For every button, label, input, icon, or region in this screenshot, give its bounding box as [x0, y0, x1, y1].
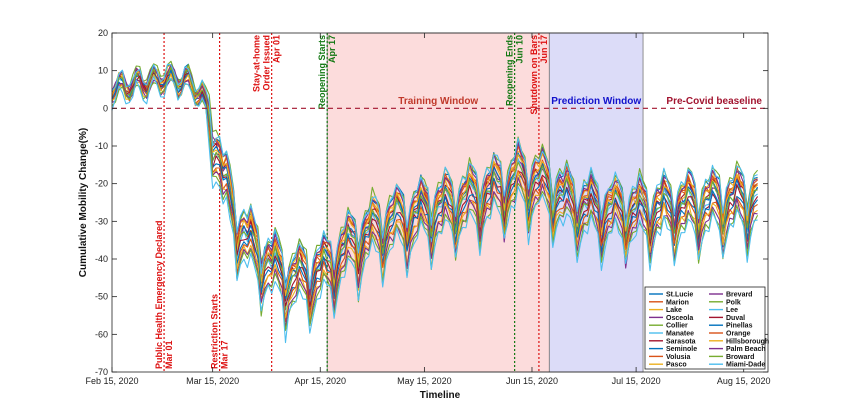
y-tick-label-5: -30: [95, 216, 108, 226]
series-layer: [111, 60, 759, 344]
event-label-1-1: Mar 17: [220, 340, 230, 369]
event-label-2-2: Apr 01: [272, 35, 282, 63]
event-label-0-0: Public Health Emergency Declared: [154, 220, 164, 369]
legend-label-9: Pasco: [666, 362, 687, 369]
y-tick-label-6: -40: [95, 254, 108, 264]
legend-label-13: Duval: [726, 315, 745, 322]
x-tick-label-1: Mar 15, 2020: [186, 376, 239, 386]
y-tick-label-0: 20: [98, 28, 108, 38]
legend-label-8: Volusia: [666, 354, 690, 361]
y-tick-label-2: 0: [103, 103, 108, 113]
x-tick-label-4: Jun 15, 2020: [506, 376, 558, 386]
legend-label-10: Brevard: [726, 292, 752, 299]
series-line-duval: [111, 72, 759, 308]
event-label-3-1: Apr 17: [327, 35, 337, 63]
x-axis-title: Timeline: [420, 390, 461, 401]
plot-frame: [111, 32, 769, 373]
legend-box: [644, 286, 766, 370]
event-label-3-0: Reopening Starts: [317, 35, 327, 110]
legend-label-4: Collier: [666, 323, 688, 330]
series-line-pasco: [111, 67, 759, 297]
series-line-lee: [111, 63, 758, 290]
series-line-broward: [111, 79, 759, 332]
region-label-1: Prediction Window: [551, 96, 641, 107]
series-line-polk: [111, 66, 758, 311]
event-label-5-0: Shutdown on Bars: [529, 35, 539, 115]
event-label-2-0: Stay-at-home: [252, 35, 262, 92]
legend: St.LucieMarionLakeOsceolaCollierManateeS…: [644, 286, 769, 370]
legend-label-6: Sarasota: [666, 338, 696, 345]
event-label-2-1: Order Issued: [262, 35, 272, 91]
legend-label-7: Seminole: [666, 346, 697, 353]
event-label-1-0: Restriction Starts: [210, 294, 220, 369]
x-tick-label-0: Feb 15, 2020: [85, 376, 138, 386]
y-axis-title: Cumulative Mobility Change(%): [78, 128, 89, 277]
x-tick-label-2: Apr 15, 2020: [294, 376, 346, 386]
legend-label-19: Miami-Dade: [726, 362, 765, 369]
event-label-4-1: Jun 10: [515, 35, 525, 64]
series-line-miami-dade: [111, 75, 758, 344]
legend-label-5: Manatee: [666, 331, 694, 338]
legend-label-2: Lake: [666, 307, 682, 314]
event-label-5-1: Jun 17: [539, 35, 549, 64]
legend-label-0: St.Lucie: [666, 292, 693, 299]
y-tick-label-9: -70: [95, 367, 108, 377]
legend-label-17: Palm Beach: [726, 346, 766, 353]
y-tick-label-4: -20: [95, 179, 108, 189]
legend-label-12: Lee: [726, 307, 738, 314]
x-tick-label-5: Jul 15, 2020: [612, 376, 661, 386]
legend-label-11: Polk: [726, 299, 741, 306]
legend-label-16: Hillsborough: [726, 338, 769, 345]
legend-label-18: Broward: [726, 354, 754, 361]
legend-label-15: Orange: [726, 331, 751, 338]
y-tick-label-3: -10: [95, 141, 108, 151]
x-tick-label-3: May 15, 2020: [397, 376, 452, 386]
event-label-0-1: Mar 01: [164, 340, 174, 369]
x-tick-label-6: Aug 15, 2020: [717, 376, 771, 386]
region-label-0: Training Window: [398, 96, 478, 107]
y-tick-label-8: -60: [95, 329, 108, 339]
event-label-4-0: Reopening Ends: [505, 35, 515, 106]
series-line-pinellas: [111, 69, 759, 321]
legend-label-14: Pinellas: [726, 323, 753, 330]
legend-label-3: Osceola: [666, 315, 693, 322]
legend-label-1: Marion: [666, 299, 689, 306]
baseline-label: Pre-Covid beaseline: [666, 96, 762, 107]
y-tick-label-1: 10: [98, 66, 108, 76]
y-tick-label-7: -50: [95, 292, 108, 302]
events-layer: Public Health Emergency Declared Mar 01 Re…: [154, 33, 549, 372]
